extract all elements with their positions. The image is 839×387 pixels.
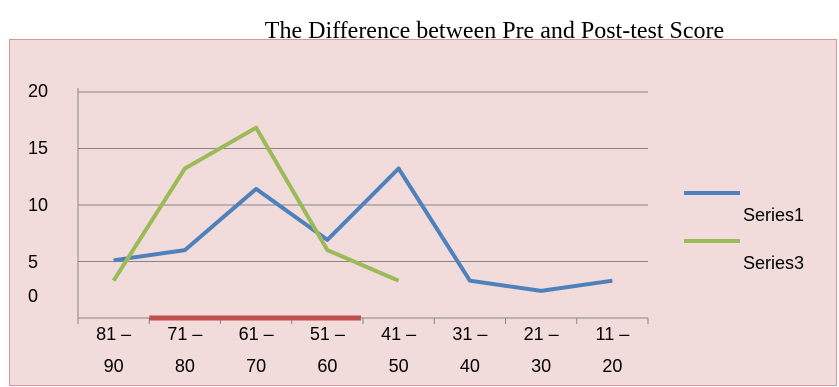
chart-area <box>9 39 837 386</box>
x-tick-label: 90 <box>104 356 124 376</box>
series-line-series3 <box>111 125 400 283</box>
x-tick-label: 31 – <box>452 324 487 344</box>
x-tick-label: 81 – <box>96 324 131 344</box>
x-tick-label: 11 – <box>596 324 630 344</box>
x-tick-label: 30 <box>531 356 551 376</box>
x-tick-label: 71 – <box>167 324 202 344</box>
x-tick-label: 70 <box>246 356 266 376</box>
x-tick-label: 41 – <box>381 324 416 344</box>
x-tick-label: 61 – <box>239 324 274 344</box>
x-tick-label: 40 <box>460 356 480 376</box>
legend-label: Series1 <box>743 205 804 225</box>
y-tick-label: 15 <box>28 138 48 158</box>
y-tick-label: 10 <box>28 195 48 215</box>
legend-label: Series3 <box>743 253 804 273</box>
x-tick-label: 51 – <box>310 324 345 344</box>
series-line-series1 <box>113 166 613 293</box>
x-tick-label: 60 <box>317 356 337 376</box>
x-tick-label: 21 – <box>524 324 559 344</box>
y-tick-label: 20 <box>28 81 48 101</box>
x-tick-label: 50 <box>389 356 409 376</box>
x-tick-label: 20 <box>602 356 622 376</box>
y-tick-label: 0 <box>28 286 38 306</box>
y-tick-label: 5 <box>28 252 38 272</box>
x-tick-label: 80 <box>175 356 195 376</box>
